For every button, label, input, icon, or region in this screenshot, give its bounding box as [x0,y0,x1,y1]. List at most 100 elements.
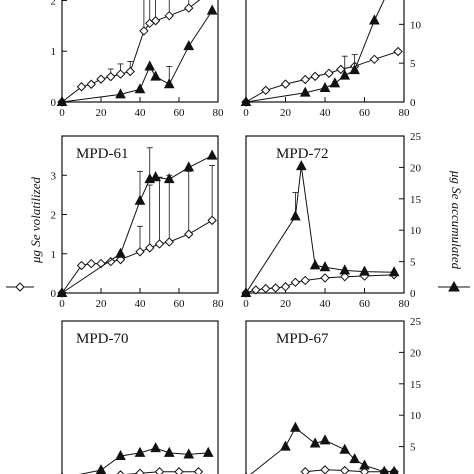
point-filled-triangle-middle-right-5 [339,264,351,275]
series-line-filled-triangle-top-left [61,10,213,103]
point-filled-triangle-top-left-7 [206,4,218,15]
x-tick-label-top-left-4: 80 [213,107,225,119]
x-tick-label-middle-right-3: 60 [359,298,371,310]
series-filled-triangle-middle-right [240,160,400,297]
point-filled-triangle-bottom-left-1 [95,464,107,474]
point-open-diamond-top-right-6 [336,64,346,75]
point-open-diamond-top-left-7 [139,26,149,36]
point-filled-triangle-top-left-0 [56,95,68,106]
y-axis-label-left: μg Se volatilized [28,177,43,264]
point-filled-triangle-bottom-right-8 [379,465,389,474]
y-right-tick-label-bottom-right-2: 10 [410,410,422,422]
series-open-diamond-top-right [241,46,403,107]
x-tick-label-middle-right-2: 40 [320,298,332,310]
point-open-diamond-bottom-right-3 [359,467,370,474]
point-open-diamond-middle-right-2 [261,283,271,294]
series-line-filled-triangle-middle-right [245,166,395,294]
x-tick-label-top-right-2: 40 [320,107,332,119]
point-filled-triangle-bottom-right-6 [349,453,360,464]
point-open-diamond-middle-left-3 [96,258,106,269]
x-tick-label-top-left-1: 20 [96,107,108,119]
y-right-tick-label-middle-right-5: 25 [410,131,422,143]
point-filled-triangle-top-left-4 [150,70,161,81]
panel-bottom-left: MPD-70 [60,320,219,474]
point-open-diamond-middle-right-3 [270,283,281,293]
point-open-diamond-middle-left-4 [106,256,116,267]
point-filled-triangle-middle-left-1 [115,247,126,258]
panel-title-bottom-left: MPD-70 [76,331,129,347]
point-open-diamond-middle-right-6 [300,275,310,286]
legend-open-diamond-line-icon [6,282,34,292]
y-right-tick-label-bottom-right-5: 25 [410,316,422,328]
x-tick-label-middle-left-2: 40 [135,298,147,310]
series-filled-triangle-top-left [56,4,218,106]
point-open-diamond-middle-left-2 [86,258,96,269]
panels-group: 0204060800120204060800510150204060800123… [51,0,422,474]
x-tick-label-middle-right-4: 80 [399,298,411,310]
point-open-diamond-top-right-4 [310,71,320,82]
y-right-tick-label-middle-right-2: 10 [410,225,422,237]
series-open-diamond-middle-right [241,270,399,298]
point-open-diamond-middle-right-5 [290,277,301,288]
point-filled-triangle-bottom-right-2 [290,421,301,432]
point-open-diamond-top-right-3 [300,74,310,85]
point-open-diamond-middle-left-8 [154,239,165,249]
point-open-diamond-bottom-right-0 [300,467,310,474]
point-open-diamond-top-left-4 [106,71,116,82]
x-tick-label-middle-left-0: 0 [59,298,65,310]
series-filled-triangle-top-right [240,0,385,106]
x-tick-label-top-right-1: 20 [280,107,292,119]
point-filled-triangle-top-right-4 [339,69,351,80]
point-filled-triangle-bottom-right-7 [359,459,370,470]
point-filled-triangle-bottom-right-3 [309,437,321,448]
x-tick-label-top-right-4: 80 [399,107,411,119]
point-open-diamond-top-left-2 [86,79,96,89]
point-open-diamond-top-right-5 [324,68,334,78]
x-tick-label-middle-left-1: 20 [96,298,108,310]
y-left-tick-label-middle-left-0: 0 [51,288,57,300]
y-right-tick-label-top-right-0: 0 [410,97,416,109]
panel-title-bottom-right: MPD-67 [276,331,329,347]
point-open-diamond-middle-left-6 [135,247,145,257]
series-open-diamond-top-left [57,0,201,107]
y-left-tick-label-top-left-2: 2 [51,0,57,7]
point-open-diamond-top-left-10 [164,10,174,21]
point-filled-triangle-bottom-right-1 [280,440,291,451]
point-filled-triangle-bottom-left-3 [134,446,146,457]
point-filled-triangle-middle-left-6 [183,161,195,172]
y-right-tick-label-middle-right-4: 20 [410,162,422,174]
series-line-filled-triangle-bottom-left [79,447,209,474]
x-tick-label-top-right-0: 0 [243,107,249,119]
legend-filled-triangle-line-icon [438,280,470,292]
point-filled-triangle-middle-right-2 [295,160,307,171]
point-open-diamond-bottom-left-4 [193,467,204,474]
series-line-open-diamond-top-right [245,51,399,103]
point-open-diamond-middle-left-11 [207,215,217,226]
point-open-diamond-middle-left-7 [145,243,155,253]
x-tick-label-top-left-0: 0 [59,107,65,119]
point-filled-triangle-top-left-1 [115,88,126,99]
point-filled-triangle-top-left-3 [144,60,156,71]
point-filled-triangle-top-right-6 [369,14,380,25]
point-open-diamond-top-left-11 [184,3,194,13]
x-tick-label-middle-right-1: 20 [280,298,292,310]
point-open-diamond-middle-right-7 [320,273,330,283]
point-filled-triangle-middle-right-0 [240,286,252,297]
point-open-diamond-bottom-left-2 [154,467,165,474]
x-tick-label-middle-left-4: 80 [213,298,225,310]
point-open-diamond-top-left-1 [76,82,87,92]
point-filled-triangle-top-right-2 [319,81,331,93]
point-open-diamond-middle-right-1 [251,285,261,295]
y-right-tick-label-bottom-right-1: 5 [410,442,416,454]
y-right-tick-label-top-right-1: 5 [410,58,416,70]
x-tick-label-top-right-3: 60 [359,107,371,119]
x-tick-label-top-left-3: 60 [174,107,186,119]
series-filled-triangle-middle-left [56,147,218,297]
y-left-tick-label-top-left-1: 1 [51,46,57,58]
point-filled-triangle-middle-right-6 [359,265,370,276]
series-line-filled-triangle-middle-left [61,155,213,294]
point-filled-triangle-top-right-5 [349,64,360,75]
